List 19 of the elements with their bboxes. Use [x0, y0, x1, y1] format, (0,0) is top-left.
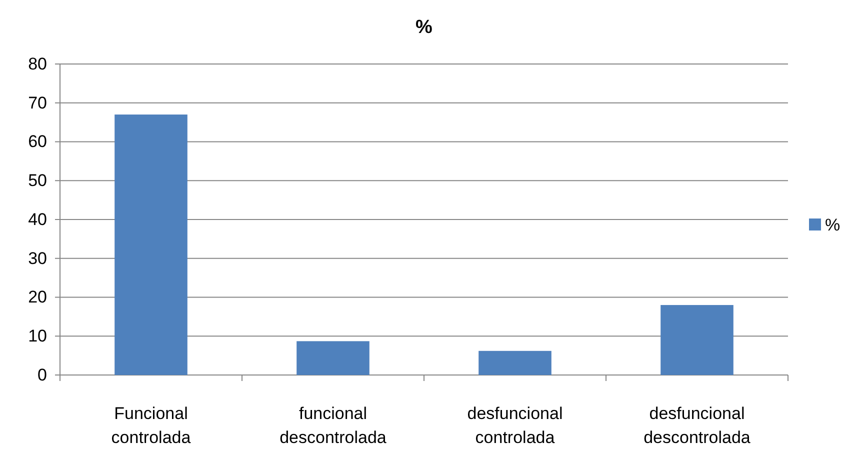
x-tick-label: desfuncional controlada — [467, 404, 563, 447]
x-tick-label: Funcional controlada — [111, 404, 192, 447]
bar — [296, 341, 370, 375]
y-tick-label: 10 — [28, 326, 47, 346]
y-tick-label: 70 — [28, 93, 47, 112]
y-tick-label: 50 — [28, 171, 47, 190]
y-tick-label: 80 — [28, 54, 47, 74]
x-tick-label: funcional descontrolada — [280, 404, 387, 447]
legend-label: % — [825, 216, 840, 234]
bar — [114, 114, 188, 375]
bar — [660, 305, 734, 375]
x-tick-label: desfuncional descontrolada — [644, 404, 751, 447]
y-tick-label: 30 — [28, 248, 47, 268]
y-tick-label: 40 — [28, 210, 47, 229]
bar — [478, 350, 552, 375]
y-tick-label: 60 — [28, 132, 47, 152]
y-tick-label: 0 — [38, 365, 47, 384]
chart-title: % — [416, 17, 433, 38]
y-tick-label: 20 — [28, 288, 47, 307]
